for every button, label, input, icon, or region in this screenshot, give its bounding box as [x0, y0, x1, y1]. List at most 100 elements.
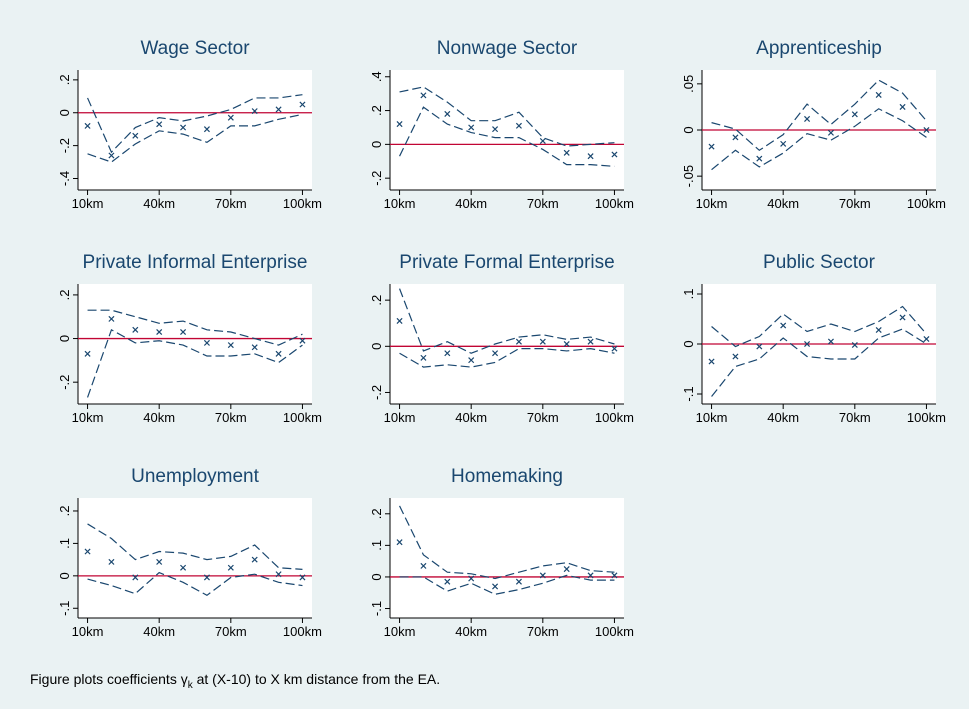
- estimate-marker: [611, 572, 618, 579]
- y-tick-label: -.05: [681, 165, 696, 187]
- y-tick-label: 0: [369, 141, 384, 148]
- estimate-marker: [84, 548, 91, 555]
- estimate-marker: [587, 572, 594, 579]
- note-symbol: γ: [181, 671, 188, 687]
- panel: Wage Sector -.4 -.2 0 .2 10km 40km 70km 100km: [57, 38, 322, 211]
- estimate-marker: [468, 124, 475, 131]
- estimate-marker: [563, 566, 570, 573]
- estimate-marker: [587, 153, 594, 160]
- estimate-marker: [396, 539, 403, 546]
- estimate-marker: [156, 328, 163, 336]
- y-tick-label: .2: [57, 289, 72, 300]
- estimate-marker: [804, 340, 811, 348]
- panel: Nonwage Sector -.2 0 .2 .4 10km 40km 70km 100km: [369, 38, 634, 211]
- panel-title: Wage Sector: [140, 38, 250, 59]
- estimate-marker: [251, 344, 258, 351]
- estimate-marker: [827, 338, 834, 345]
- estimate-marker: [251, 556, 258, 563]
- confidence-line: [87, 309, 303, 346]
- x-tick-label: 10km: [696, 410, 728, 425]
- confidence-line: [711, 108, 927, 171]
- estimate-marker: [180, 124, 187, 131]
- estimate-marker: [732, 353, 739, 360]
- y-tick-label: .4: [369, 71, 384, 82]
- confidence-line: [86, 328, 303, 398]
- confidence-line: [399, 574, 615, 595]
- y-tick-label: 0: [369, 573, 384, 580]
- x-tick-label: 70km: [527, 624, 559, 639]
- x-tick-label: 40km: [455, 624, 487, 639]
- estimate-marker: [203, 339, 210, 346]
- confidence-line: [711, 79, 927, 152]
- estimate-marker: [275, 106, 282, 113]
- y-tick-label: 0: [681, 126, 696, 133]
- y-tick-label: -.2: [57, 138, 72, 153]
- estimate-marker: [539, 572, 546, 579]
- y-tick-label: 0: [57, 109, 72, 116]
- panel-title: Homemaking: [451, 466, 563, 487]
- estimate-marker: [923, 335, 930, 343]
- figure-note: Figure plots coefficients γk at (X-10) t…: [30, 671, 440, 691]
- x-tick-label: 40km: [455, 410, 487, 425]
- panel-title: Apprenticeship: [756, 38, 882, 59]
- panel-title: Public Sector: [763, 252, 876, 273]
- estimate-marker: [275, 571, 282, 578]
- x-tick-label: 10km: [72, 196, 104, 211]
- estimate-marker: [492, 583, 499, 590]
- y-tick-label: .2: [57, 506, 72, 517]
- estimate-marker: [732, 134, 739, 141]
- estimate-marker: [203, 126, 210, 133]
- estimate-marker: [108, 152, 115, 159]
- x-tick-label: 10km: [72, 410, 104, 425]
- panel-title: Private Formal Enterprise: [399, 252, 614, 273]
- estimate-marker: [611, 151, 618, 158]
- note-subscript: k: [188, 680, 194, 691]
- estimate-marker: [756, 155, 763, 162]
- y-tick-label: -.1: [57, 601, 72, 616]
- confidence-line: [399, 505, 615, 580]
- x-tick-label: 100km: [283, 196, 322, 211]
- estimate-marker: [468, 575, 475, 582]
- estimate-marker: [708, 358, 715, 365]
- y-tick-label: 0: [57, 572, 72, 579]
- estimate-marker: [515, 578, 522, 585]
- estimate-marker: [180, 564, 187, 571]
- x-tick-label: 10km: [696, 196, 728, 211]
- estimate-marker: [851, 341, 858, 349]
- estimate-marker: [923, 126, 930, 134]
- y-tick-label: .1: [57, 538, 72, 549]
- estimate-marker: [132, 574, 139, 581]
- estimate-marker: [899, 103, 906, 110]
- plot-area: [390, 498, 624, 618]
- estimate-marker: [899, 314, 906, 321]
- panel: Private Informal Enterprise -.2 0 .2 10km 40k…: [57, 252, 322, 425]
- panel: Unemployment -.1 0 .1 .2 10km 40km 70km 100km: [57, 466, 322, 639]
- estimate-marker: [875, 91, 882, 98]
- note-text: Figure plots coefficients: [30, 671, 181, 687]
- plot-area: [78, 498, 312, 618]
- x-tick-label: 70km: [527, 410, 559, 425]
- y-tick-label: 0: [681, 340, 696, 347]
- estimate-marker: [420, 92, 427, 99]
- y-tick-label: -.2: [369, 171, 384, 186]
- estimate-marker: [132, 326, 139, 333]
- estimate-marker: [203, 574, 210, 581]
- estimate-marker: [396, 121, 403, 128]
- estimate-marker: [780, 322, 787, 329]
- confidence-line: [398, 288, 615, 354]
- estimate-marker: [299, 574, 306, 581]
- estimate-marker: [708, 143, 715, 150]
- x-tick-label: 100km: [907, 410, 946, 425]
- y-tick-label: .1: [369, 540, 384, 551]
- x-tick-label: 40km: [455, 196, 487, 211]
- estimate-marker: [756, 343, 763, 350]
- x-tick-label: 40km: [143, 624, 175, 639]
- x-tick-label: 70km: [215, 196, 247, 211]
- x-tick-label: 40km: [143, 410, 175, 425]
- y-tick-label: 0: [57, 335, 72, 342]
- y-tick-label: .05: [681, 75, 696, 93]
- y-tick-label: .1: [681, 289, 696, 300]
- y-tick-label: 0: [369, 343, 384, 350]
- estimate-marker: [156, 121, 163, 128]
